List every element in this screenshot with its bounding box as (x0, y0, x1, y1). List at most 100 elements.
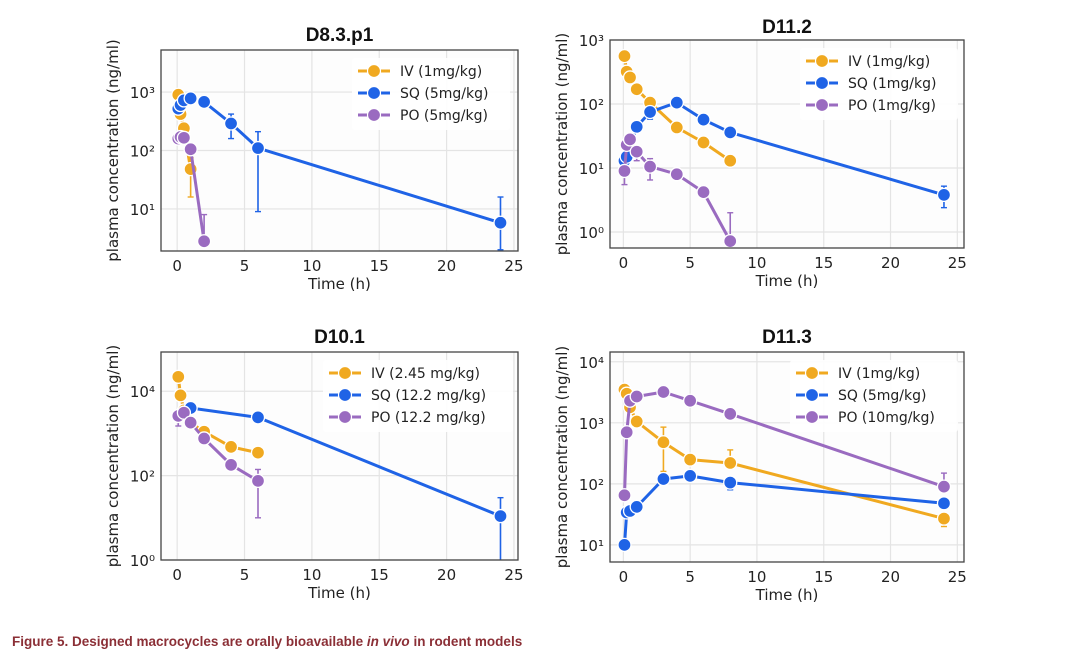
legend: IV (1mg/kg) SQ (1mg/kg) PO (1mg/kg) (800, 48, 958, 120)
legend-entry-iv: IV (2.45 mg/kg) (329, 365, 480, 382)
data-point (617, 48, 632, 64)
data-point (617, 163, 632, 179)
y-tick-label: 10² (579, 476, 604, 494)
legend-entry-sq: SQ (5mg/kg) (796, 387, 926, 404)
legend-box (352, 58, 510, 130)
legend-box (790, 360, 958, 432)
data-point (622, 70, 638, 85)
data-point (723, 406, 738, 422)
x-axis-label: Time (h) (755, 586, 819, 604)
data-point (223, 439, 239, 455)
x-tick-label: 5 (685, 254, 695, 272)
y-tick-label: 10¹ (579, 160, 604, 178)
data-point (250, 410, 266, 425)
x-tick-label: 15 (370, 257, 389, 275)
caption-italic: in vivo (366, 634, 410, 649)
x-tick-label: 15 (814, 568, 833, 586)
y-tick-label: 10⁰ (579, 224, 604, 242)
legend-entry-po: PO (5mg/kg) (358, 107, 488, 124)
x-tick-label: 5 (240, 566, 250, 584)
chart-title: D11.3 (762, 327, 812, 348)
y-tick-label: 10¹ (579, 537, 604, 555)
data-point (196, 94, 212, 110)
panel-d8-3-p1: 0 5 10 15 20 25 10¹ 10² 10³ D8.3.p1 Time (h) plasma… (104, 25, 524, 293)
legend-label: SQ (1mg/kg) (848, 76, 936, 92)
legend-marker (804, 409, 820, 425)
data-point (723, 233, 738, 249)
y-tick-label: 10¹ (130, 201, 155, 219)
legend-marker (366, 85, 382, 101)
data-point (196, 234, 212, 249)
data-point (493, 508, 508, 524)
legend-marker (814, 97, 830, 113)
axes-frame (160, 49, 519, 252)
legend-marker (366, 107, 382, 123)
y-axis-label: plasma concentration (ng/ml) (553, 33, 571, 256)
data-point (171, 369, 186, 384)
figure-caption: Figure 5. Designed macrocycles are orall… (12, 634, 522, 649)
x-tick-label: 5 (685, 568, 695, 586)
panel-d11-2: 0 5 10 15 20 25 10⁰ 10¹ 10² 10³ D11.2 Time (h) plasm… (553, 17, 967, 290)
x-tick-label: 10 (302, 257, 321, 275)
data-point (629, 144, 644, 159)
data-point (183, 91, 198, 106)
legend: IV (1mg/kg) SQ (5mg/kg) PO (10mg/kg) (790, 360, 958, 432)
y-axis-label: plasma concentration (ng/ml) (553, 346, 571, 569)
legend-marker (814, 75, 830, 91)
chart-title: D8.3.p1 (306, 25, 374, 46)
legend-entry-po: PO (1mg/kg) (806, 97, 936, 114)
legend-entry-po: PO (12.2 mg/kg) (329, 409, 486, 426)
data-point (622, 132, 638, 147)
y-axis-label: plasma concentration (ng/ml) (104, 345, 122, 568)
x-axis-label: Time (h) (307, 584, 371, 602)
legend-entry-sq: SQ (1mg/kg) (806, 75, 936, 92)
data-point (617, 537, 632, 553)
legend-box (323, 360, 513, 432)
legend-marker (337, 365, 353, 381)
data-point (936, 187, 952, 203)
series-sq (617, 468, 952, 553)
data-point (656, 471, 671, 487)
legend-marker (337, 387, 353, 403)
data-point (629, 499, 644, 515)
legend-marker (366, 63, 382, 79)
data-point (683, 468, 698, 484)
legend: IV (1mg/kg) SQ (5mg/kg) PO (5mg/kg) (352, 58, 510, 130)
legend-label: IV (1mg/kg) (838, 366, 920, 382)
legend-entry-iv: IV (1mg/kg) (806, 53, 930, 70)
data-point (696, 184, 711, 200)
legend-marker (804, 365, 820, 381)
series-po (617, 132, 738, 249)
x-tick-label: 0 (619, 254, 629, 272)
legend-marker (337, 409, 353, 425)
data-point (619, 425, 634, 440)
data-point (642, 104, 658, 120)
data-point (723, 125, 738, 140)
x-tick-label: 25 (948, 568, 967, 586)
y-tick-label: 10² (130, 468, 155, 486)
data-point (936, 511, 952, 526)
legend-entry-po: PO (10mg/kg) (796, 409, 935, 426)
legend-label: SQ (12.2 mg/kg) (371, 388, 486, 404)
legend-label: IV (1mg/kg) (400, 64, 482, 80)
data-point (493, 215, 508, 230)
data-point (176, 130, 192, 145)
data-point (223, 116, 239, 131)
data-point (936, 479, 952, 494)
y-axis-label: plasma concentration (ng/ml) (104, 39, 122, 262)
legend-label: PO (12.2 mg/kg) (371, 410, 486, 426)
y-tick-label: 10² (130, 143, 155, 161)
y-tick-label: 10² (579, 96, 604, 114)
caption-suffix: in rodent models (409, 634, 523, 649)
legend-entry-iv: IV (1mg/kg) (796, 365, 920, 382)
x-tick-label: 20 (437, 257, 456, 275)
data-point (656, 384, 671, 400)
x-tick-label: 20 (437, 566, 456, 584)
data-point (656, 435, 671, 450)
legend-label: PO (5mg/kg) (400, 108, 488, 124)
data-point (696, 112, 711, 127)
data-point (250, 140, 266, 156)
data-point (723, 455, 738, 471)
x-tick-label: 20 (881, 254, 900, 272)
legend-box (800, 48, 958, 120)
